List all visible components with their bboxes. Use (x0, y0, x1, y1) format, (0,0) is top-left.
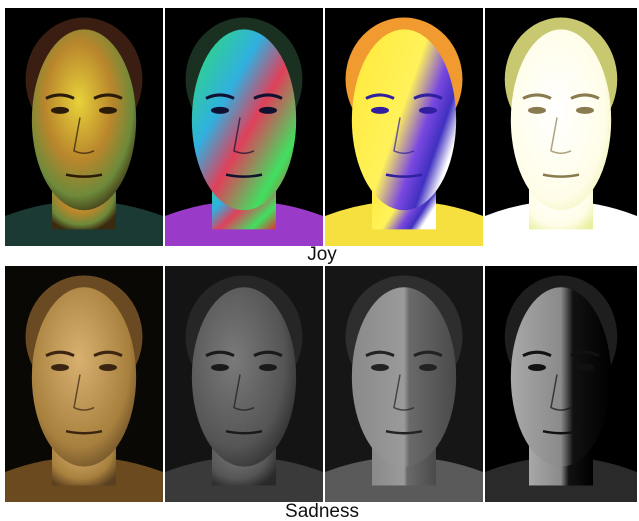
brow (365, 93, 443, 100)
eye (211, 363, 229, 371)
nose (393, 374, 415, 411)
brow (205, 350, 283, 358)
nose (233, 117, 255, 155)
face (191, 287, 297, 467)
face (351, 287, 457, 467)
brow (45, 93, 123, 100)
eye (259, 363, 277, 371)
face (510, 287, 612, 467)
brow (522, 93, 600, 100)
mouth (65, 429, 103, 435)
brow (365, 350, 443, 358)
mouth (542, 429, 580, 435)
caption: Joy (307, 244, 337, 265)
eye (99, 363, 117, 371)
nose (233, 374, 255, 411)
eye (528, 363, 546, 371)
face (31, 29, 137, 211)
face-panel (485, 266, 637, 502)
eye (419, 363, 437, 371)
face (510, 29, 612, 211)
mouth (542, 173, 580, 178)
face (191, 29, 297, 211)
eye (51, 363, 69, 371)
nose (73, 117, 95, 155)
mouth (385, 173, 423, 178)
nose (393, 117, 415, 155)
eye (528, 106, 546, 114)
mouth (225, 429, 263, 435)
face-panel (5, 8, 163, 246)
eye (259, 106, 277, 114)
mouth (65, 173, 103, 178)
face-panel (325, 266, 483, 502)
mouth (385, 429, 423, 435)
nose (73, 374, 95, 411)
brow (205, 93, 283, 100)
brow (522, 350, 600, 358)
mouth (225, 173, 263, 178)
nose (550, 117, 572, 155)
eye (371, 363, 389, 371)
face (31, 287, 137, 467)
eye (51, 106, 69, 114)
eye (211, 106, 229, 114)
nose (550, 374, 572, 411)
eye (419, 106, 437, 114)
eye (576, 363, 594, 371)
face-panel (5, 266, 163, 502)
brow (45, 350, 123, 358)
eye (371, 106, 389, 114)
face-panel (325, 8, 483, 246)
face-panel (165, 266, 323, 502)
face (351, 29, 457, 211)
eye (99, 106, 117, 114)
face-panel (485, 8, 637, 246)
eye (576, 106, 594, 114)
caption: Sadness (285, 501, 359, 521)
face-panel (165, 8, 323, 246)
